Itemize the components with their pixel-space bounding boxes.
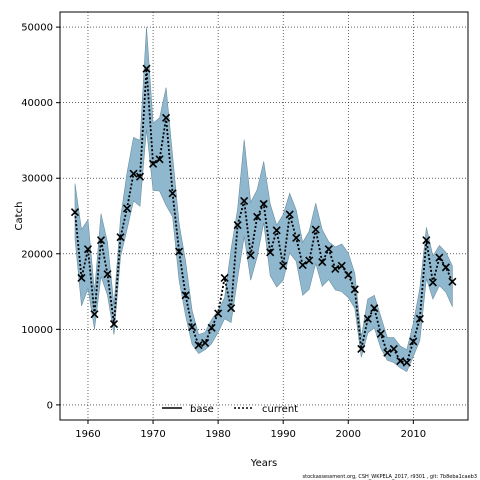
legend-base-label: base — [190, 404, 214, 415]
data-point — [90, 310, 99, 319]
y-tick-label: 30000 — [21, 174, 53, 185]
data-point — [344, 270, 353, 279]
y-tick-label: 40000 — [21, 98, 53, 109]
data-point — [188, 323, 197, 332]
data-point — [116, 233, 125, 242]
data-point — [376, 329, 385, 338]
data-point — [435, 253, 444, 262]
data-point — [415, 314, 424, 323]
data-point — [311, 225, 320, 234]
data-point — [214, 309, 223, 318]
data-point — [337, 261, 346, 270]
data-point — [383, 348, 392, 357]
data-point — [448, 277, 457, 286]
data-point — [96, 236, 106, 245]
y-tick-label: 0 — [47, 400, 53, 411]
data-point — [422, 236, 431, 245]
data-point — [201, 338, 210, 347]
data-point — [285, 210, 294, 219]
y-axis-label: Catch — [14, 202, 25, 231]
current-series-markers — [70, 64, 457, 367]
data-point — [175, 247, 184, 256]
data-point — [122, 204, 132, 213]
data-point — [389, 344, 398, 354]
data-point — [441, 263, 450, 272]
data-point — [246, 251, 255, 260]
data-point — [402, 358, 411, 367]
data-point — [155, 155, 164, 164]
data-point — [318, 258, 327, 267]
data-point — [253, 212, 262, 221]
data-point — [331, 264, 340, 273]
data-point — [357, 344, 366, 354]
footnote: stockassessment.org, CSH_WKPELA_2017, r9… — [303, 474, 477, 480]
data-point — [272, 226, 281, 235]
legend-current-label: current — [262, 404, 298, 415]
data-point — [292, 233, 301, 242]
data-point — [428, 278, 437, 287]
data-point — [194, 341, 203, 350]
x-axis-label: Years — [250, 458, 277, 469]
data-point — [70, 208, 80, 217]
y-axis-ticks: 0 10000 20000 30000 40000 50000 — [21, 23, 60, 411]
data-point — [363, 314, 372, 323]
data-point — [83, 245, 93, 254]
x-tick-label: 1960 — [75, 429, 100, 440]
y-tick-label: 10000 — [21, 325, 53, 336]
data-point — [129, 169, 138, 178]
data-point — [162, 113, 171, 122]
data-point — [240, 196, 249, 205]
data-point — [148, 159, 158, 168]
data-point — [220, 273, 229, 283]
x-axis-ticks: 1960 1970 1980 1990 2000 2010 — [75, 420, 426, 440]
data-point — [227, 304, 236, 313]
data-point — [168, 189, 177, 198]
data-point — [77, 273, 86, 283]
data-point — [135, 172, 145, 181]
data-point — [350, 285, 359, 294]
data-point — [142, 64, 151, 73]
x-tick-label: 1980 — [205, 429, 230, 440]
y-tick-label: 50000 — [21, 23, 53, 34]
data-point — [259, 199, 268, 208]
x-tick-label: 1990 — [270, 429, 295, 440]
data-point — [370, 304, 379, 313]
data-point — [266, 248, 275, 257]
legend: base current — [162, 404, 298, 415]
data-point — [298, 261, 307, 270]
data-point — [181, 291, 190, 300]
x-tick-label: 2000 — [336, 429, 361, 440]
data-point — [279, 261, 288, 270]
data-point — [396, 357, 405, 366]
data-point — [109, 319, 119, 329]
data-point — [103, 270, 112, 279]
data-point — [409, 337, 418, 346]
data-point — [233, 221, 242, 230]
data-point — [324, 245, 333, 254]
confidence-band — [74, 27, 453, 373]
plot-frame — [59, 11, 469, 421]
data-point — [207, 323, 216, 332]
x-tick-label: 2010 — [401, 429, 426, 440]
x-tick-label: 1970 — [140, 429, 165, 440]
data-point — [305, 256, 314, 265]
y-tick-label: 20000 — [21, 249, 53, 260]
